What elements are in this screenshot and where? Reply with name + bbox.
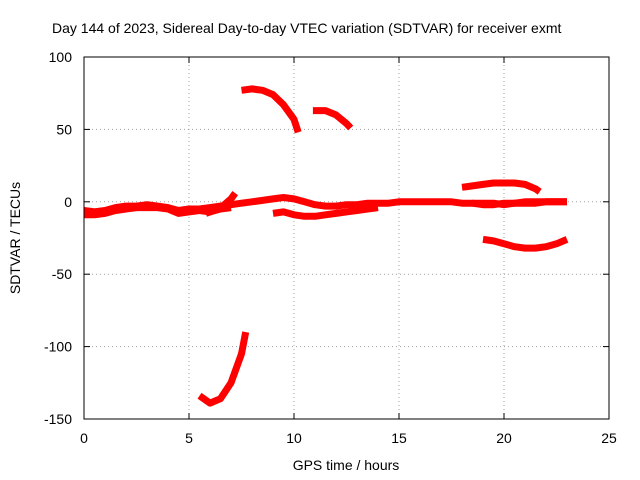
y-tick-label: 0: [64, 194, 72, 210]
y-tick-label: -100: [44, 339, 72, 355]
series-arc-late-negative: [482, 235, 569, 252]
x-tick-label: 20: [496, 430, 512, 446]
y-axis-label: SDTVAR / TECUs: [7, 182, 23, 294]
y-tick-label: -50: [52, 266, 72, 282]
x-tick-label: 25: [601, 430, 617, 446]
x-tick-labels: 0 5 10 15 20 25: [80, 430, 617, 446]
x-tick-label: 15: [391, 430, 407, 446]
x-tick-label: 10: [286, 430, 302, 446]
y-tick-label: 100: [49, 49, 73, 65]
x-axis-label: GPS time / hours: [293, 457, 400, 473]
data-series-group: [83, 85, 569, 407]
grid: [84, 57, 609, 419]
axis-ticks: [83, 56, 610, 420]
x-tick-label: 0: [80, 430, 88, 446]
series-arc-rise-7h: [204, 191, 239, 217]
y-tick-label: 50: [56, 121, 72, 137]
x-tick-label: 5: [185, 430, 193, 446]
series-arc-peak-78: [241, 85, 302, 134]
y-tick-labels: -150 -100 -50 0 50 100: [44, 49, 72, 427]
series-arc-mid-negative: [272, 204, 379, 220]
plot-frame: [83, 56, 610, 420]
series-arc-dip-minus140: [197, 331, 250, 407]
y-tick-label: -150: [44, 411, 72, 427]
series-arc-late-baseline: [472, 198, 567, 209]
series-arc-peak-63: [312, 107, 354, 131]
series-arc-late-positive: [461, 179, 542, 195]
chart-title: Day 144 of 2023, Sidereal Day-to-day VTE…: [52, 20, 561, 36]
